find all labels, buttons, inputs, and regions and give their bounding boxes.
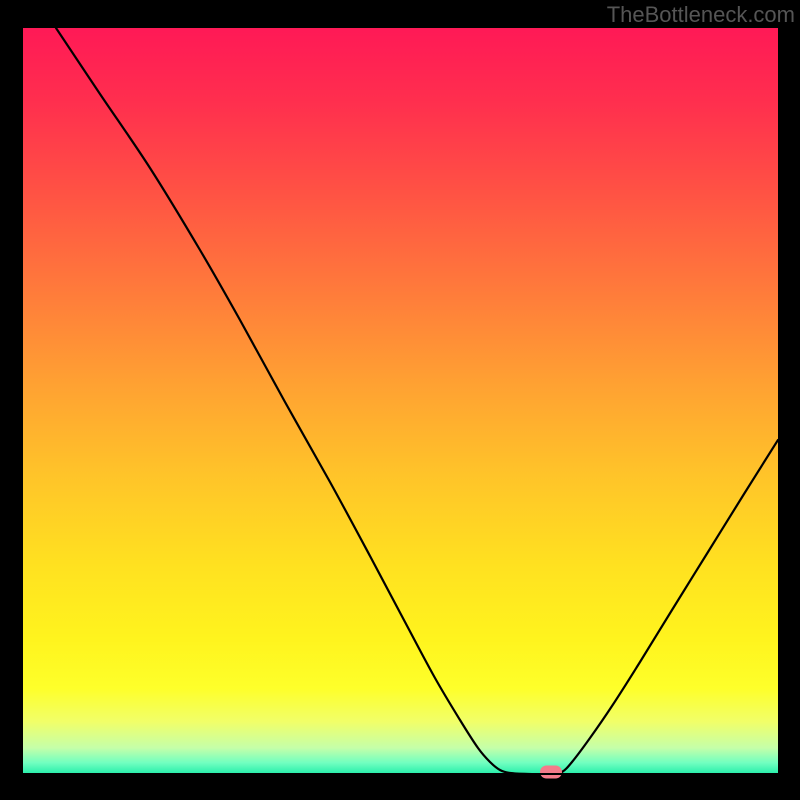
bottleneck-curve-chart <box>0 0 800 800</box>
attribution-watermark: TheBottleneck.com <box>607 2 795 28</box>
chart-stage: TheBottleneck.com <box>0 0 800 800</box>
plot-background <box>22 28 778 774</box>
optimal-point-marker <box>540 766 562 779</box>
